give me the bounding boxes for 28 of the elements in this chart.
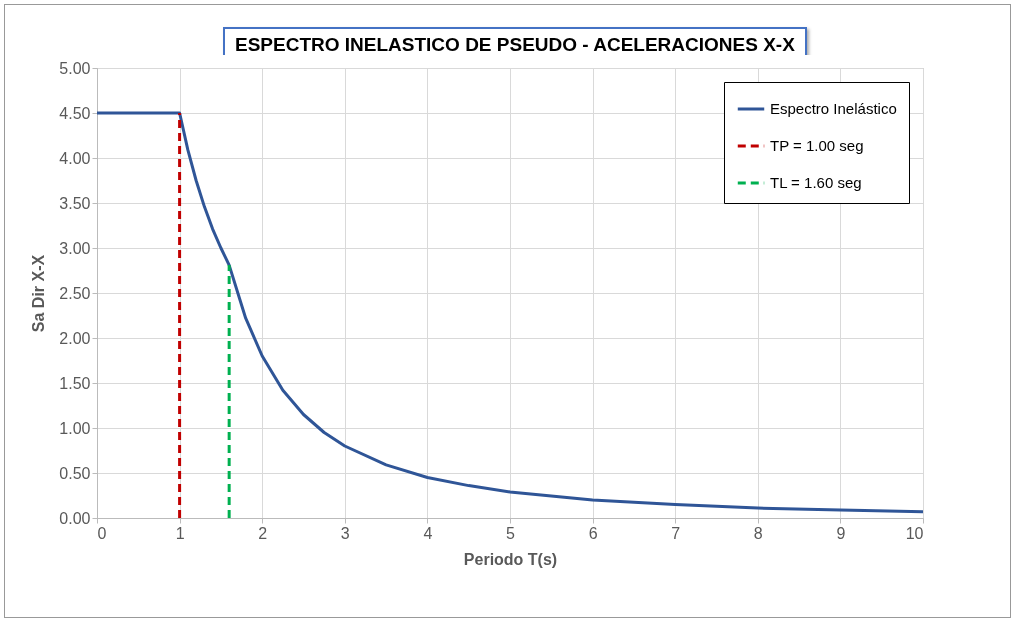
x-tick-label: 1 (175, 524, 185, 542)
chart-title: ESPECTRO INELASTICO DE PSEUDO - ACELERACIONES X-X (223, 27, 807, 63)
x-tick-label: 6 (588, 524, 598, 542)
x-tick-label: 10 (905, 524, 924, 542)
x-axis-title: Periodo T(s) (463, 550, 558, 568)
x-tick-label: 2 (258, 524, 268, 542)
x-tick-label: 3 (340, 524, 350, 542)
y-tick-label: 1.50 (59, 374, 91, 392)
y-tick-label: 3.00 (59, 239, 91, 257)
y-tick-label: 0.50 (59, 464, 91, 482)
x-tick-label: 4 (423, 524, 433, 542)
y-tick-label: 4.50 (59, 104, 91, 122)
y-tick-label: 3.50 (59, 194, 91, 212)
x-tick-label: 8 (753, 524, 763, 542)
legend-label: TL = 1.60 seg (770, 174, 862, 191)
x-tick-label: 9 (836, 524, 846, 542)
y-tick-label: 5.00 (59, 59, 91, 77)
x-tick-label: 0 (97, 524, 107, 542)
x-tick-label: 7 (671, 524, 681, 542)
legend-label: TP = 1.00 seg (770, 137, 864, 154)
y-tick-label: 0.00 (59, 509, 91, 527)
y-tick-label: 4.00 (59, 149, 91, 167)
y-tick-label: 1.00 (59, 419, 91, 437)
y-tick-label: 2.00 (59, 329, 91, 347)
y-tick-label: 2.50 (59, 284, 91, 302)
y-axis-title: Sa Dir X-X (30, 254, 48, 333)
legend-label: Espectro Inelástico (770, 100, 897, 117)
x-tick-label: 5 (506, 524, 516, 542)
